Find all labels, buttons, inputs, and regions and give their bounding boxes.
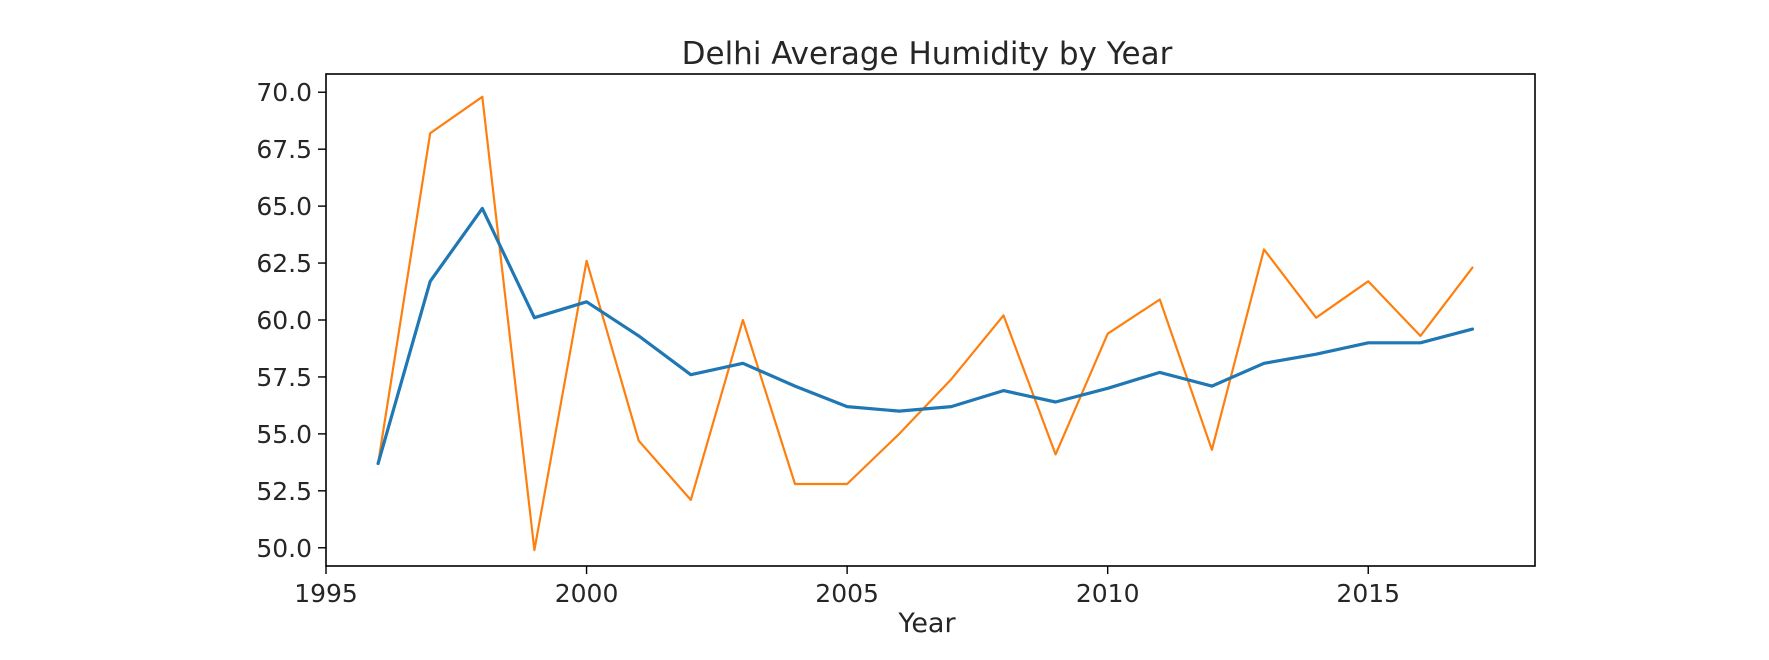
x-tick-label: 1995 [294,579,358,608]
y-tick-label: 65.0 [256,192,312,221]
x-axis-ticks: 1995 2000 2005 2010 2015 [294,566,1400,608]
x-axis-label: Year [897,608,956,639]
x-tick-label: 2000 [555,579,619,608]
y-tick-label: 70.0 [256,78,312,107]
y-tick-label: 50.0 [256,534,312,563]
x-tick-label: 2015 [1336,579,1400,608]
x-tick-label: 2010 [1076,579,1140,608]
y-tick-label: 52.5 [256,477,312,506]
chart-title: Delhi Average Humidity by Year [682,36,1173,72]
y-tick-label: 67.5 [256,135,312,164]
y-tick-label: 60.0 [256,306,312,335]
y-axis-ticks: 50.0 52.5 55.0 57.5 60.0 62.5 65.0 67.5 70.0 [256,78,326,563]
series-1-line [376,206,1475,466]
plot-lines [376,95,1475,552]
y-tick-label: 55.0 [256,420,312,449]
y-tick-label: 62.5 [256,249,312,278]
x-tick-label: 2005 [815,579,879,608]
series-2-line [377,95,1474,552]
y-tick-label: 57.5 [256,363,312,392]
